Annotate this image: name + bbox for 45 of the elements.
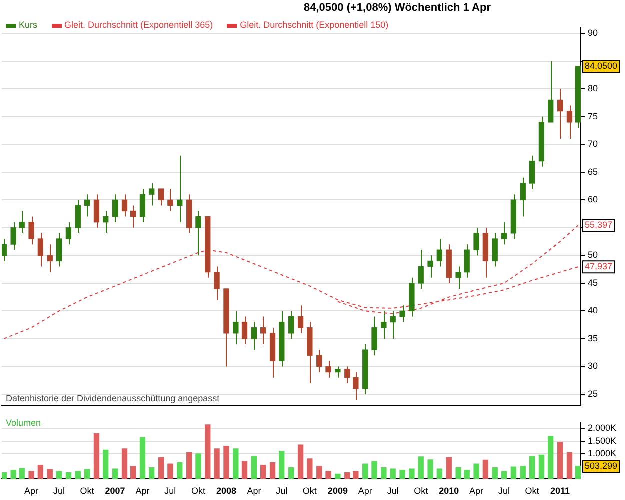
y-tick-label: 90 — [588, 28, 598, 38]
y-tick-label: 1.000K — [588, 448, 617, 458]
x-tick-label: Jul — [54, 486, 66, 496]
x-tick-label: 2010 — [439, 486, 460, 496]
x-tick-label: Apr — [247, 486, 262, 496]
x-tick-label: Apr — [24, 486, 39, 496]
chart-title: 84,0500 (+1,08%) Wöchentlich 1 Apr — [303, 1, 492, 16]
x-tick-label: Jul — [387, 486, 399, 496]
x-tick-label: Apr — [470, 486, 484, 496]
x-tick-label: 2007 — [105, 486, 126, 496]
x-tick-label: Apr — [136, 486, 150, 496]
annotation: 84,0500 — [585, 61, 618, 72]
annotation: Datenhistorie der Dividendenausschüttung angepasst — [6, 394, 220, 404]
y-tick-label: 45 — [588, 278, 598, 288]
y-tick-label: 75 — [588, 111, 598, 122]
x-tick-label: 2011 — [550, 486, 570, 496]
legend-label: Gleit. Durchschnitt (Exponentiell 365) — [64, 20, 214, 30]
x-tick-label: Okt — [302, 486, 318, 496]
y-tick-label: 40 — [588, 306, 598, 316]
annotation: 47,937 — [585, 262, 613, 272]
chart-title: Volumen — [6, 418, 42, 428]
x-tick-label: Jul — [498, 486, 510, 496]
annotation: 55,397 — [585, 220, 613, 230]
y-tick-label: 2.000K — [588, 423, 617, 434]
x-tick-label: Okt — [525, 486, 540, 496]
legend-label: Gleit. Durchschnitt (Exponentiell 150) — [240, 20, 389, 30]
legend-label: Kurs — [19, 20, 38, 30]
x-tick-label: Jul — [164, 486, 176, 496]
y-tick-label: 25 — [588, 388, 598, 399]
x-tick-label: Okt — [191, 486, 206, 496]
y-tick-label: 80 — [588, 84, 598, 94]
annotation: 503.299 — [585, 460, 618, 471]
y-tick-label: 65 — [588, 166, 598, 177]
y-tick-label: 70 — [588, 139, 598, 150]
y-tick-label: 50 — [588, 250, 598, 260]
x-tick-label: Okt — [414, 486, 429, 496]
x-tick-label: Apr — [358, 486, 372, 496]
x-tick-label: Jul — [276, 486, 288, 496]
x-tick-label: Okt — [80, 486, 95, 496]
y-tick-label: 1.500K — [588, 436, 617, 446]
x-tick-label: 2009 — [328, 486, 348, 496]
y-tick-label: 30 — [588, 361, 598, 372]
x-tick-label: 2008 — [216, 486, 236, 496]
y-tick-label: 35 — [588, 333, 598, 344]
y-tick-label: 60 — [588, 194, 598, 205]
